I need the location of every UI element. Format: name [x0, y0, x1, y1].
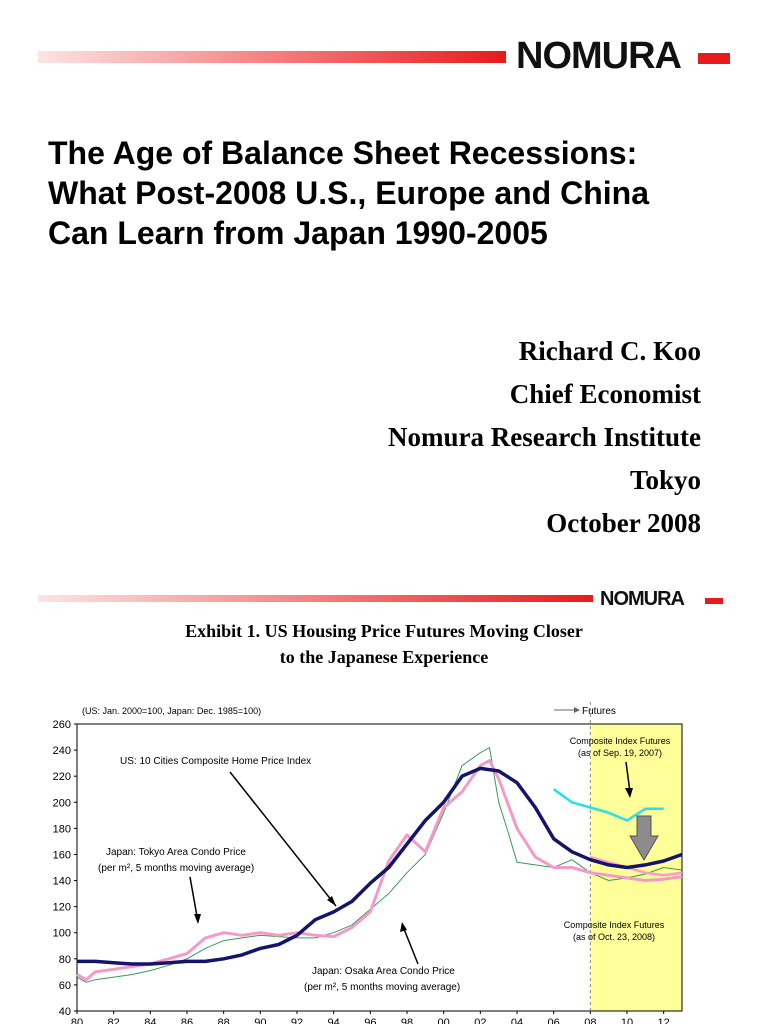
x-tick-label: 92 — [291, 1017, 303, 1024]
logo-red-accent — [698, 53, 730, 64]
y-tick-label: 60 — [59, 980, 71, 992]
logo-text-small: NOMURA — [600, 588, 685, 610]
y-tick-label: 120 — [53, 902, 71, 914]
y-tick-label: 200 — [53, 797, 71, 809]
x-tick-label: 82 — [108, 1017, 120, 1024]
tokyo-label-arrow-head — [194, 914, 201, 924]
futures-2007-arrow — [625, 761, 631, 793]
futures-2007-label: Composite Index Futures — [570, 736, 671, 746]
x-tick-label: 80 — [71, 1017, 83, 1024]
osaka-label-arrow — [401, 923, 419, 965]
plot-frame — [76, 723, 683, 1012]
y-tick-label: 40 — [59, 1006, 71, 1018]
x-tick-label: 96 — [364, 1017, 376, 1024]
exhibit-title-line-1: Exhibit 1. US Housing Price Futures Movi… — [185, 621, 583, 641]
y-tick-label: 140 — [53, 876, 71, 888]
futures-2007-sublabel: (as of Sep. 19, 2007) — [578, 748, 662, 758]
osaka-series-label: Japan: Osaka Area Condo Price — [312, 966, 455, 977]
nomura-logo: NOMURA — [516, 35, 682, 77]
page-title: The Age of Balance Sheet Recessions: Wha… — [48, 133, 748, 253]
y-tick-label: 100 — [53, 928, 71, 940]
housing-price-chart: 260 240 220 200 180 160 140 120 100 80 60 40 80 82 84… — [40, 700, 768, 1029]
series-line-futures-2008 — [589, 855, 683, 877]
futures-2008-label: Composite Index Futures — [564, 920, 665, 930]
osaka-series-sublabel: (per m², 5 months moving average) — [304, 982, 460, 993]
slide2-gradient-bar — [38, 595, 593, 602]
x-tick-label: 86 — [181, 1017, 193, 1024]
series-line-futures-2007 — [552, 788, 664, 822]
x-tick-label: 94 — [328, 1017, 340, 1024]
x-tick-label: 10 — [621, 1017, 633, 1024]
x-tick-label: 12 — [658, 1017, 670, 1024]
title-line-1: The Age of Balance Sheet Recessions: — [48, 135, 638, 171]
y-tick-label: 160 — [53, 849, 71, 861]
author-city: Tokyo — [629, 465, 701, 495]
x-tick-label: 06 — [548, 1017, 560, 1024]
y-tick-label: 260 — [53, 719, 71, 731]
nomura-logo-small: NOMURA — [600, 588, 685, 610]
y-tick-label: 80 — [59, 954, 71, 966]
us-label-arrow — [229, 771, 337, 907]
futures-label: Futures — [582, 706, 616, 717]
x-tick-label: 00 — [438, 1017, 450, 1024]
presentation-date: October 2008 — [546, 508, 701, 538]
x-tick-label: 98 — [401, 1017, 413, 1024]
x-tick-label: 84 — [144, 1017, 156, 1024]
exhibit-title-line-2: to the Japanese Experience — [279, 647, 489, 667]
chart-svg: 260 240 220 200 180 160 140 120 100 80 60 40 80 82 84… — [53, 702, 683, 1029]
author-position: Chief Economist — [509, 379, 701, 409]
tokyo-series-label: Japan: Tokyo Area Condo Price — [106, 847, 246, 858]
series-line-tokyo-condo — [76, 759, 683, 982]
futures-2007-arrow-head — [625, 788, 633, 798]
x-tick-label: 02 — [474, 1017, 486, 1024]
y-axis: 260 240 220 200 180 160 140 120 100 80 60 40 — [53, 719, 77, 1018]
x-tick-label: 90 — [254, 1017, 266, 1024]
osaka-label-arrow-head — [400, 922, 407, 932]
tokyo-series-sublabel: (per m², 5 months moving average) — [98, 863, 254, 874]
y-tick-label: 220 — [53, 771, 71, 783]
futures-2008-sublabel: (as of Oct. 23, 2008) — [573, 932, 655, 942]
downward-gray-arrow — [629, 815, 659, 861]
x-axis: 80 82 84 86 88 90 92 94 96 98 00 02 04 06 08 10 12 — [71, 1011, 670, 1029]
title-line-3: Can Learn from Japan 1990-2005 — [48, 215, 548, 251]
series-line-osaka-condo — [76, 747, 683, 983]
x-tick-label: 08 — [584, 1017, 596, 1024]
series-line-us-index — [77, 766, 683, 966]
logo-text: NOMURA — [516, 35, 682, 77]
us-series-label: US: 10 Cities Composite Home Price Index — [120, 756, 311, 767]
us-label-arrow-head — [327, 896, 336, 906]
x-tick-label: 04 — [511, 1017, 523, 1024]
header-gradient-bar — [38, 51, 506, 63]
chart-note: (US: Jan. 2000=100, Japan: Dec. 1985=100… — [82, 706, 261, 716]
author-name: Richard C. Koo — [518, 336, 701, 366]
y-tick-label: 180 — [53, 823, 71, 835]
author-organization: Nomura Research Institute — [388, 422, 701, 452]
x-tick-label: 88 — [218, 1017, 230, 1024]
futures-arrow-head — [574, 707, 580, 713]
logo-red-accent-small — [705, 598, 723, 604]
title-line-2: What Post-2008 U.S., Europe and China — [48, 175, 649, 211]
series-layer — [76, 747, 683, 983]
y-tick-label: 240 — [53, 745, 71, 757]
